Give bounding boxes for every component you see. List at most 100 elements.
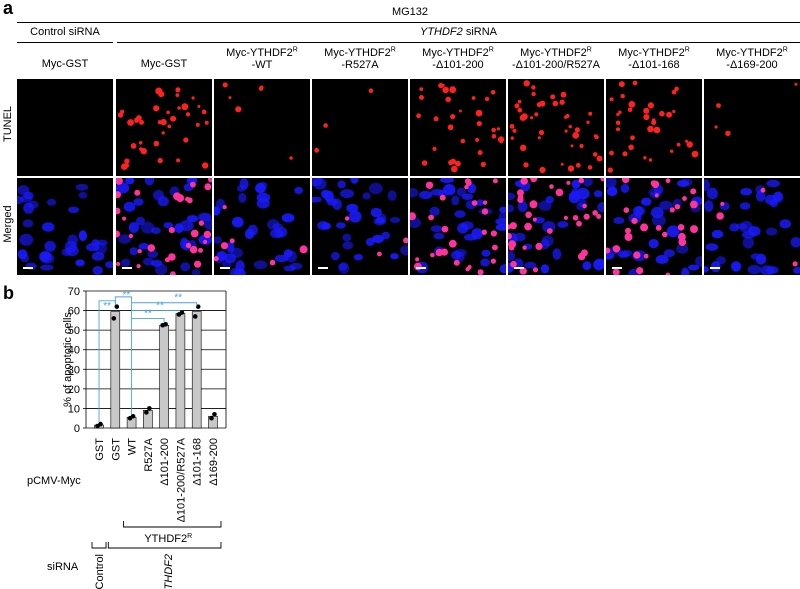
column-header: Myc-GST xyxy=(13,58,117,70)
apoptotic-cell xyxy=(134,189,141,196)
nucleus xyxy=(387,190,397,201)
nucleus xyxy=(652,214,666,227)
nucleus xyxy=(91,252,105,261)
nucleus xyxy=(495,223,506,231)
tunel-signal xyxy=(491,127,496,133)
column-header-text: Myc-YTHDF2 xyxy=(226,47,293,59)
ythdf2r-bracket-sup: R xyxy=(187,533,192,540)
column-header: Myc-YTHDF2R -Δ101-168 xyxy=(602,46,706,71)
nucleus xyxy=(138,243,150,250)
tunel-signal xyxy=(455,160,461,167)
apoptotic-cell xyxy=(582,203,587,209)
nucleus xyxy=(370,207,382,218)
tunel-signal xyxy=(490,90,496,95)
nucleus xyxy=(105,261,113,269)
tunel-signal xyxy=(539,166,546,174)
apoptotic-cell xyxy=(344,216,350,221)
tunel-signal xyxy=(517,107,523,113)
apoptotic-cell xyxy=(299,245,308,254)
tunel-signal xyxy=(140,148,147,155)
tunel-signal xyxy=(643,107,650,114)
y-tick-label: 40 xyxy=(68,345,80,357)
nucleus xyxy=(231,216,244,228)
tunel-micrograph xyxy=(116,79,212,176)
tunel-signal xyxy=(523,80,530,87)
nucleus xyxy=(17,196,25,205)
tunel-signal xyxy=(450,114,456,120)
nucleus xyxy=(793,267,800,274)
nucleus xyxy=(461,193,474,200)
sig-bracket xyxy=(114,296,133,415)
tunel-signal xyxy=(615,120,621,126)
scale-bar xyxy=(416,267,426,269)
apoptotic-cell xyxy=(508,224,512,230)
tunel-signal xyxy=(643,156,647,160)
nucleus xyxy=(704,179,710,191)
nucleus xyxy=(313,178,327,190)
y-axis-label: % of apoptotic cells xyxy=(62,312,74,407)
nucleus xyxy=(677,180,689,187)
nucleus xyxy=(704,266,709,273)
nucleus xyxy=(256,192,271,203)
nucleus xyxy=(61,248,72,256)
apoptotic-cell xyxy=(477,269,484,275)
row-label-merged: Merged xyxy=(2,205,14,243)
tunel-signal xyxy=(368,88,374,93)
column-header-line2: -Δ101-200/R527A xyxy=(511,59,601,71)
bar xyxy=(126,416,137,429)
tunel-signal xyxy=(157,157,163,164)
column-header-text: Myc-YTHDF2 xyxy=(618,47,685,59)
apoptotic-cell xyxy=(116,261,121,267)
nucleus xyxy=(44,240,56,252)
scale-bar xyxy=(122,267,132,269)
bar xyxy=(208,415,218,429)
bar xyxy=(191,311,202,429)
nucleus xyxy=(779,219,791,229)
data-point xyxy=(111,316,117,321)
apoptotic-cell xyxy=(137,249,142,254)
y-tick-label: 10 xyxy=(68,403,80,415)
tunel-signal xyxy=(531,91,536,97)
column-header-sup: R xyxy=(586,46,592,54)
apoptotic-cell xyxy=(662,231,668,238)
nucleus xyxy=(456,187,466,197)
data-point xyxy=(209,415,214,421)
tunel-signal xyxy=(258,86,264,91)
nucleus xyxy=(255,182,266,194)
x-category-label: Δ101-200 xyxy=(159,438,171,486)
apoptotic-cell xyxy=(190,229,199,238)
tunel-signal xyxy=(674,86,679,92)
nucleus xyxy=(499,206,506,214)
tunel-signal xyxy=(448,160,454,166)
apoptotic-cell xyxy=(439,194,446,201)
nucleus xyxy=(283,265,296,272)
nucleus xyxy=(571,179,581,189)
nucleus xyxy=(552,248,562,260)
nucleus xyxy=(118,234,132,244)
nucleus xyxy=(659,200,673,210)
nucleus xyxy=(67,234,78,247)
x-category-label: WT xyxy=(127,438,139,455)
nucleus xyxy=(233,268,246,275)
nucleus xyxy=(353,254,363,261)
nucleus xyxy=(740,188,753,196)
tunel-signal xyxy=(659,110,665,117)
tunel-signal xyxy=(670,149,674,153)
column-header-text: Myc-GST xyxy=(41,58,89,70)
apoptotic-cell xyxy=(690,225,698,234)
column-header: Myc-YTHDF2R -R527A xyxy=(308,46,412,71)
tunel-signal xyxy=(534,112,539,117)
apoptotic-cell xyxy=(682,196,687,201)
nucleus xyxy=(524,261,537,269)
nucleus xyxy=(123,201,136,212)
apoptotic-cell xyxy=(509,222,517,230)
tunel-signal xyxy=(117,112,124,118)
column-header-text: Myc-YTHDF2 xyxy=(422,47,489,59)
apoptotic-cell xyxy=(525,211,532,219)
nucleus xyxy=(244,228,255,240)
apoptotic-cell xyxy=(482,200,488,205)
tunel-micrograph xyxy=(606,79,702,176)
apoptotic-cell xyxy=(136,264,141,269)
apoptotic-cell xyxy=(716,212,724,220)
data-point xyxy=(192,314,198,319)
